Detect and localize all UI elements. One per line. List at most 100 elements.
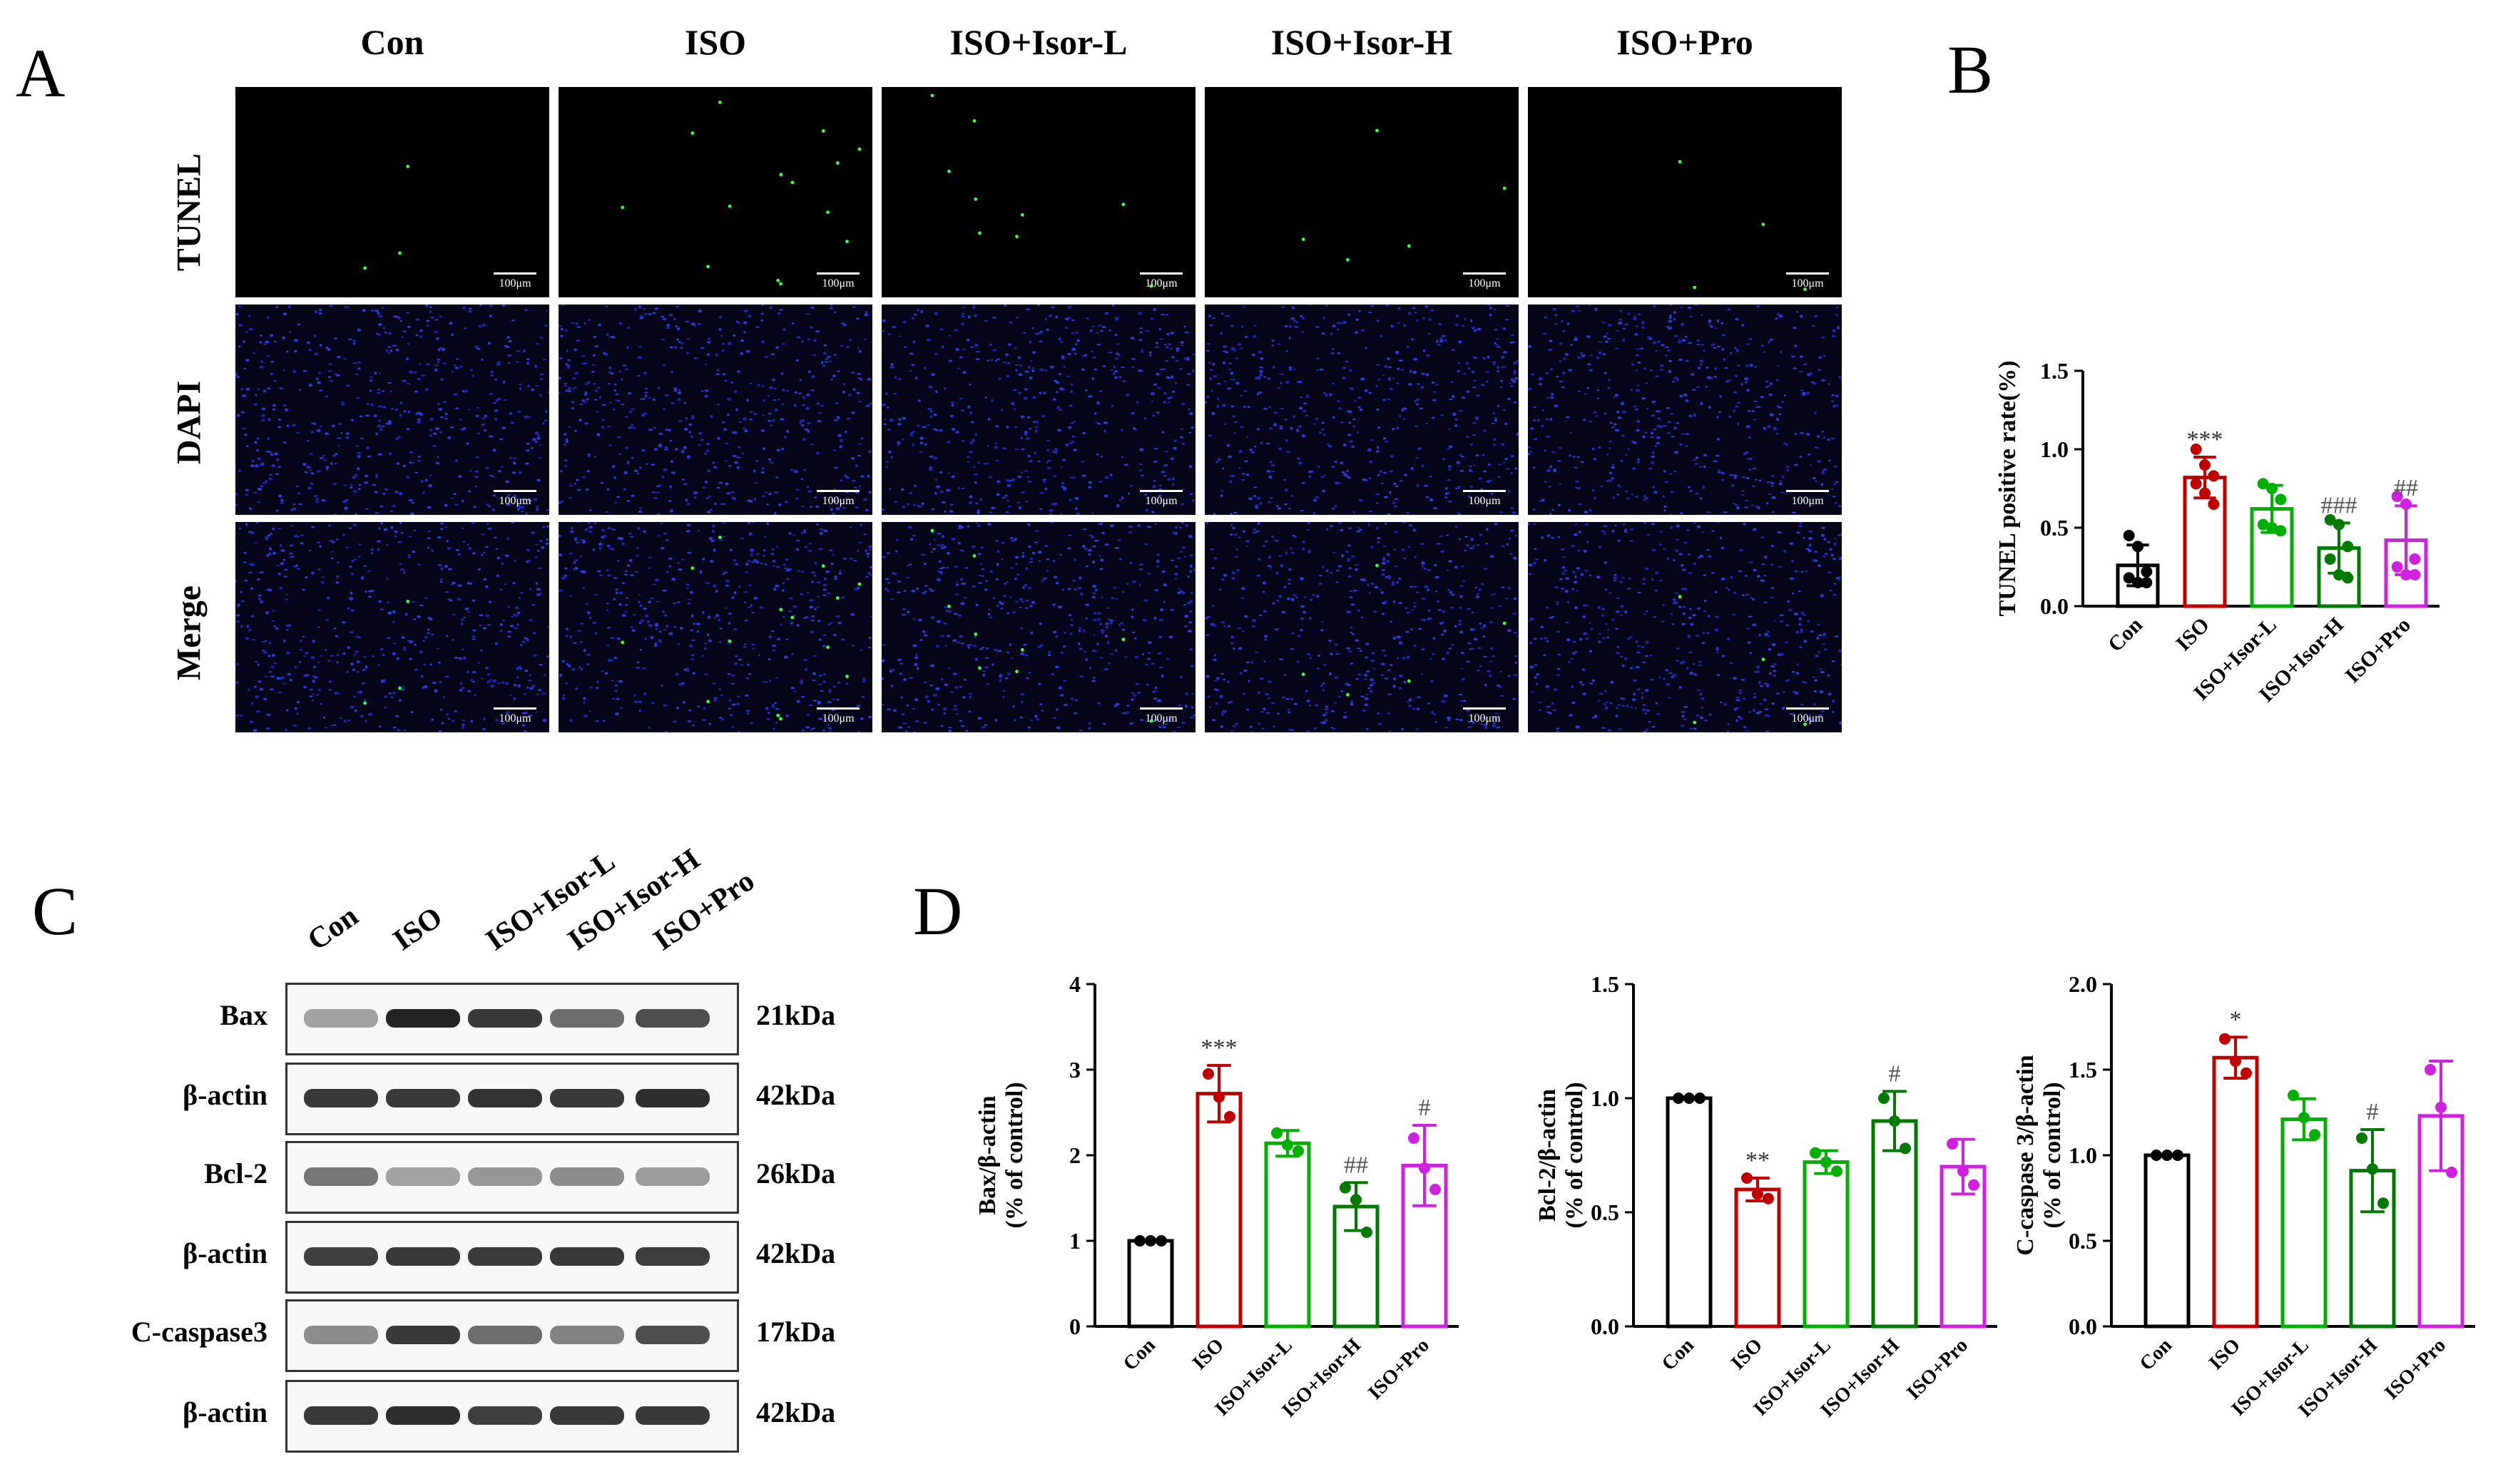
scale-bar: 100μm: [1140, 490, 1183, 508]
x-tick-label: ISO: [2205, 1334, 2245, 1374]
blot-band: [468, 1089, 542, 1107]
data-point: [1741, 1172, 1753, 1184]
significance-label: **: [1745, 1147, 1770, 1174]
significance-label: ##: [1344, 1152, 1368, 1178]
blot-band: [468, 1167, 542, 1186]
significance-label: ###: [2321, 492, 2357, 518]
scale-label: 100μm: [1145, 495, 1178, 507]
blot-strip-1: [285, 1063, 739, 1135]
data-point: [2199, 459, 2211, 471]
blot-label-3: β-actin: [183, 1237, 267, 1269]
blot-band: [386, 1009, 460, 1028]
data-point: [1271, 1127, 1283, 1139]
x-tick-label: Con: [1119, 1334, 1160, 1375]
bar: [1196, 1092, 1243, 1329]
data-point: [1213, 1091, 1225, 1103]
micrograph-merge-iso: 100μm: [559, 522, 872, 732]
blot-label-4: C-caspase3: [131, 1316, 267, 1348]
data-point: [1340, 1182, 1351, 1194]
y-tick-label: 0.5: [1591, 1199, 1619, 1225]
scale-label: 100μm: [822, 277, 855, 290]
y-axis-label-2: (% of control): [1561, 1082, 1588, 1228]
column-header-iso-isor-l: ISO+Isor-L: [949, 22, 1128, 62]
x-tick-label: ISO+Pro: [2380, 1334, 2450, 1404]
blot-band: [468, 1247, 542, 1266]
y-tick-label: 1: [1069, 1228, 1081, 1254]
y-tick-label: 0.0: [2069, 1314, 2097, 1339]
data-point: [2141, 566, 2153, 578]
data-point: [2266, 483, 2278, 494]
blot-band: [386, 1167, 460, 1186]
blot-label-5: β-actin: [183, 1396, 267, 1428]
blot-band: [636, 1089, 710, 1107]
blot-label-2: Bcl-2: [204, 1157, 267, 1189]
y-axis-label-2: (% of control): [2039, 1082, 2066, 1228]
data-point: [1763, 1192, 1774, 1204]
panel-letter-d: D: [913, 873, 963, 949]
scale-bar: 100μm: [817, 707, 860, 725]
lane-label-iso: ISO: [387, 900, 449, 958]
x-tick-label: ISO+Pro: [1902, 1334, 1972, 1404]
blot-band: [304, 1247, 378, 1266]
micrograph-tunel-iso: 100μm: [559, 87, 872, 297]
blot-band: [304, 1009, 378, 1028]
data-point: [2377, 1197, 2389, 1209]
data-point: [1293, 1145, 1304, 1157]
blot-band: [636, 1326, 710, 1344]
data-point: [2190, 478, 2202, 490]
data-point: [2333, 518, 2345, 531]
blot-strip-4: [285, 1299, 739, 1372]
data-point: [2132, 577, 2143, 588]
blot-band: [468, 1326, 542, 1344]
x-tick-label: ISO: [1188, 1334, 1228, 1374]
data-point: [2219, 1033, 2231, 1045]
scale-bar: 100μm: [1463, 707, 1506, 725]
data-point: [2257, 478, 2269, 490]
data-point: [1878, 1092, 1890, 1104]
blot-band: [304, 1406, 378, 1425]
x-tick-label: ISO: [1727, 1334, 1767, 1374]
data-point: [2141, 577, 2153, 588]
blot-kda-1: 42kDa: [756, 1079, 836, 1111]
micrograph-dapi-iso: 100μm: [559, 305, 872, 515]
column-header-iso: ISO: [684, 22, 747, 62]
scale-label: 100μm: [1145, 277, 1178, 290]
data-point: [1203, 1068, 1214, 1080]
bcl2-actin-chart: 0.0 0.5 1.0 1.5 Bcl-2/β-actin (% of control) C…: [1534, 971, 1997, 1422]
significance-label: #: [1889, 1060, 1901, 1087]
data-point: [2161, 1150, 2173, 1161]
y-axis-label: Bax/β-actin: [974, 1095, 1001, 1214]
scale-label: 100μm: [1468, 277, 1501, 290]
data-point: [2208, 470, 2220, 482]
data-point: [2199, 487, 2211, 499]
blot-band: [636, 1009, 710, 1028]
data-point: [1350, 1194, 1362, 1206]
blot-strip-3: [285, 1221, 739, 1294]
data-point: [2298, 1112, 2310, 1124]
y-tick-label: 0: [1069, 1314, 1081, 1339]
blot-band: [550, 1247, 624, 1266]
micrograph-tunel-iso-isor-l: 100μm: [882, 87, 1196, 297]
significance-label: ***: [2187, 426, 2223, 453]
data-point: [2324, 553, 2336, 565]
y-tick-label: 1.0: [1591, 1085, 1619, 1111]
scale-label: 100μm: [1791, 712, 1824, 725]
scale-bar: 100μm: [494, 272, 536, 290]
blot-strip-2: [285, 1141, 739, 1214]
bar: [1666, 1096, 1713, 1329]
scale-label: 100μm: [1145, 712, 1178, 725]
y-axis-label: Bcl-2/β-actin: [1534, 1089, 1561, 1222]
data-point: [1752, 1188, 1763, 1200]
data-point: [1968, 1179, 1979, 1191]
data-point: [1810, 1147, 1821, 1159]
x-tick-label: ISO+Pro: [2340, 613, 2415, 688]
blot-band: [386, 1089, 460, 1107]
x-tick-label: ISO: [2171, 613, 2214, 656]
bar: [2143, 1153, 2191, 1329]
data-point: [1900, 1142, 1911, 1155]
micrograph-dapi-con: 100μm: [235, 305, 549, 515]
blot-band: [550, 1167, 624, 1186]
data-point: [2342, 572, 2354, 584]
y-axis-label-2: (% of control): [1001, 1082, 1028, 1228]
data-point: [2257, 518, 2269, 531]
